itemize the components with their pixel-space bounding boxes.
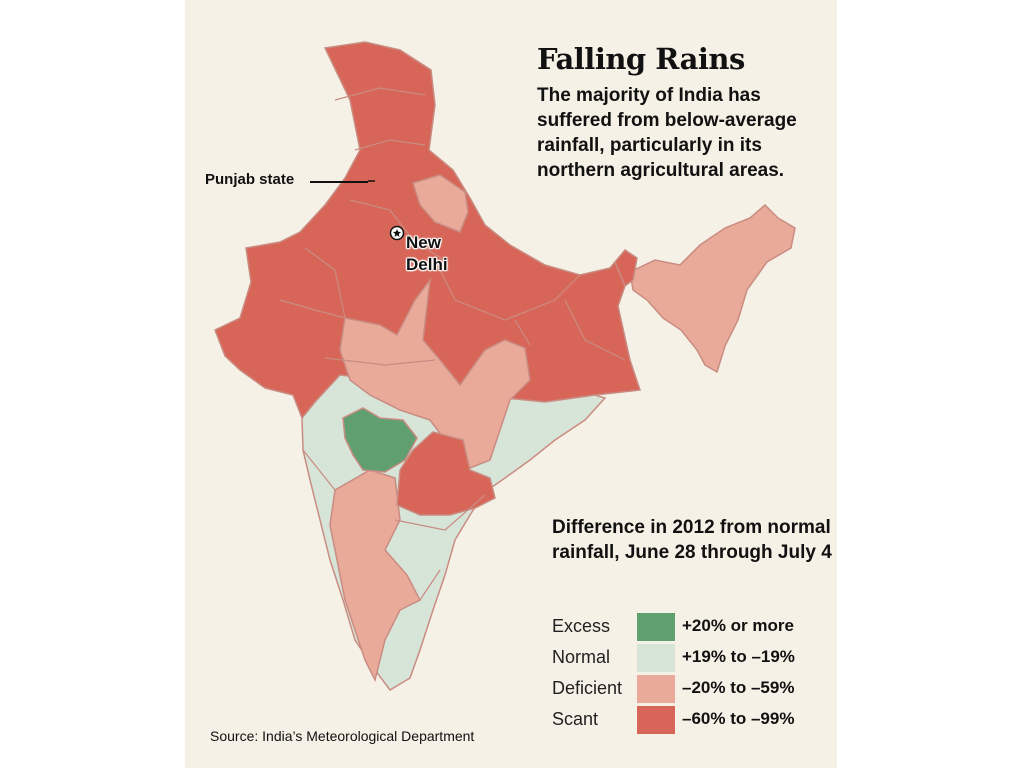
legend-range: +20% or more: [682, 616, 794, 635]
capital-label-line2: Delhi: [406, 255, 448, 274]
region-central-deficient: [339, 277, 531, 471]
region-sikkim-scant: [614, 249, 638, 288]
india-rainfall-map: [214, 41, 796, 691]
legend-range: +19% to –19%: [682, 647, 795, 666]
legend-range: –60% to –99%: [682, 709, 795, 728]
region-marathwada-excess: [342, 407, 418, 473]
legend-swatch-deficient: [637, 675, 675, 703]
punjab-label: Punjab state: [205, 171, 295, 188]
capital-label: New Delhi: [406, 232, 448, 276]
star-icon: [389, 225, 405, 241]
legend-label: Deficient: [552, 678, 623, 698]
capital-label-line1: New: [406, 233, 441, 252]
legend-swatch-excess: [637, 613, 675, 641]
legend-heading: Difference in 2012 from normal rainfall,…: [552, 517, 832, 563]
legend-label: Scant: [552, 709, 599, 729]
subtitle: The majority of India has suffered from …: [537, 85, 797, 181]
punjab-callout-line: [310, 181, 368, 183]
legend-range: –20% to –59%: [682, 678, 795, 697]
infographic-panel: Falling Rains The majority of India has …: [185, 0, 837, 768]
legend-swatch-normal: [637, 644, 675, 672]
region-uttarakhand-deficient: [412, 174, 469, 233]
legend-label: Normal: [552, 647, 611, 667]
source-note: Source: India’s Meteorological Departmen…: [210, 728, 475, 744]
page-title: Falling Rains: [537, 42, 745, 76]
legend-swatch-scant: [637, 706, 675, 734]
legend-label: Excess: [552, 616, 611, 636]
region-northeast-deficient: [629, 203, 796, 374]
state-borders: [279, 87, 626, 601]
region-telangana-scant: [396, 431, 496, 516]
